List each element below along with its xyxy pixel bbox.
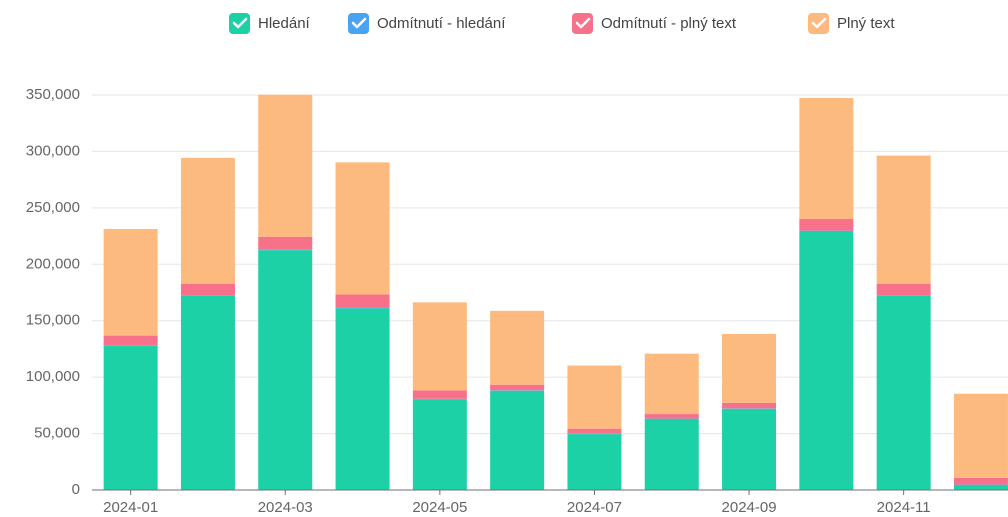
- bar-segment: [644, 418, 699, 490]
- bar-segment: [335, 162, 390, 295]
- bar-segment: [258, 250, 313, 490]
- bar-segment: [412, 390, 467, 399]
- bar-segment: [722, 402, 777, 409]
- legend-icon: [572, 13, 593, 34]
- bar-segment: [490, 390, 545, 490]
- legend-label: Plný text: [837, 15, 895, 32]
- y-tick-label: 0: [72, 481, 80, 498]
- legend-label: Odmítnutí - plný text: [601, 15, 737, 32]
- bar-segment: [490, 384, 545, 391]
- bar-segment: [490, 310, 545, 385]
- x-tick-label: 2024-05: [412, 499, 467, 516]
- x-tick-label: 2024-03: [258, 499, 313, 516]
- bar-segment: [953, 484, 1008, 490]
- bar-segment: [180, 283, 235, 296]
- bar-segment: [103, 335, 158, 346]
- bar-segment: [644, 414, 699, 419]
- legend-check: [351, 17, 367, 29]
- bar-segment: [876, 155, 931, 284]
- legend-label: Hledání: [258, 15, 311, 32]
- bar-segment: [567, 365, 622, 429]
- bar-segment: [180, 295, 235, 490]
- bar-segment: [180, 157, 235, 284]
- y-tick-label: 300,000: [26, 142, 80, 159]
- x-tick-label: 2024-09: [722, 499, 777, 516]
- legend-item[interactable]: Plný text: [808, 13, 895, 34]
- y-tick-label: 100,000: [26, 368, 80, 385]
- bar-segment: [876, 283, 931, 296]
- bar-segment: [876, 295, 931, 490]
- bar-segment: [335, 294, 390, 308]
- bar-segment: [412, 302, 467, 391]
- bar-segment: [258, 94, 313, 237]
- bar-segment: [722, 408, 777, 490]
- bar-segment: [799, 230, 854, 490]
- legend-check: [575, 17, 591, 29]
- y-tick-label: 350,000: [26, 86, 80, 103]
- x-tick-label: 2024-01: [103, 499, 158, 516]
- bar-segment: [258, 236, 313, 250]
- legend-check: [811, 17, 827, 29]
- bar-segment: [103, 228, 158, 336]
- bar-segment: [953, 477, 1008, 485]
- legend-icon: [808, 13, 829, 34]
- bar-segment: [335, 308, 390, 490]
- bar-segment: [567, 434, 622, 490]
- y-tick-label: 200,000: [26, 255, 80, 272]
- x-tick-label: 2024-07: [567, 499, 622, 516]
- y-tick-label: 150,000: [26, 312, 80, 329]
- bar-segment: [953, 393, 1008, 478]
- x-tick-label: 2024-11: [877, 499, 931, 516]
- legend-item[interactable]: Odmítnutí - plný text: [572, 13, 737, 34]
- y-tick-label: 50,000: [34, 425, 80, 442]
- bar-segment: [103, 345, 158, 490]
- legend-item[interactable]: Odmítnutí - hledání: [348, 13, 506, 34]
- bar-segment: [799, 218, 854, 231]
- bar-segment: [644, 353, 699, 415]
- bar-segment: [412, 399, 467, 490]
- legend-item[interactable]: Hledání: [229, 13, 311, 34]
- legend-icon: [348, 13, 369, 34]
- legend-check: [232, 17, 248, 29]
- y-tick-label: 250,000: [26, 199, 80, 216]
- legend-label: Odmítnutí - hledání: [377, 15, 506, 32]
- bar-segment: [722, 333, 777, 403]
- legend-icon: [229, 13, 250, 34]
- bar-segment: [799, 98, 854, 219]
- bar-segment: [567, 428, 622, 434]
